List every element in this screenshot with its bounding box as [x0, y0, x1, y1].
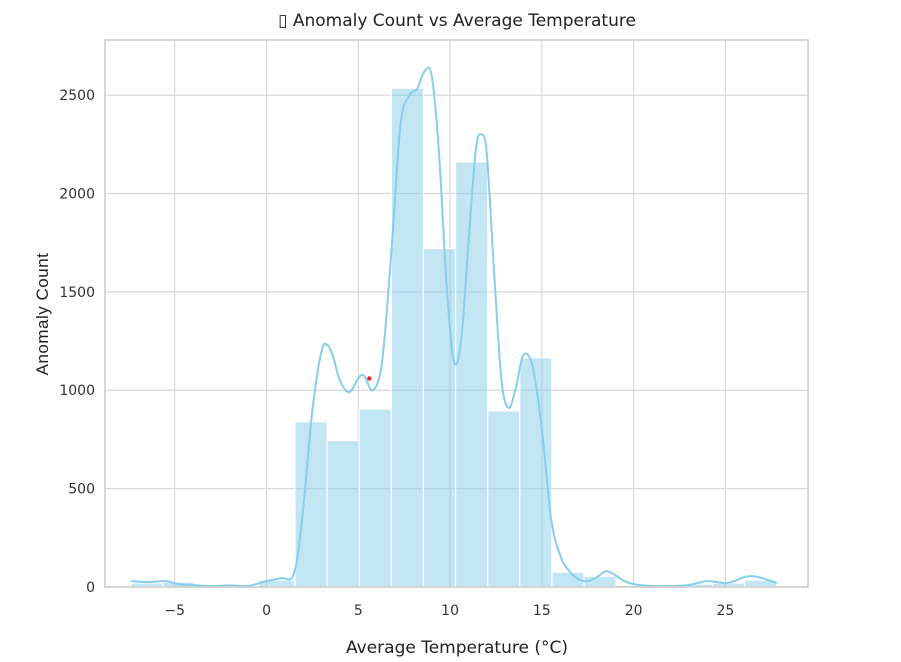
x-ticks: −5 0 5 10 15 20 25 [164, 603, 734, 619]
x-tick-label: 5 [354, 603, 363, 619]
y-tick-label: 2500 [59, 88, 95, 104]
histogram-bar [326, 439, 360, 588]
y-axis-label: Anomaly Count [33, 253, 52, 376]
y-ticks: 0 500 1000 1500 2000 2500 [59, 88, 95, 596]
histogram-bar [487, 410, 521, 588]
y-tick-label: 1500 [59, 285, 95, 301]
y-tick-label: 500 [68, 482, 95, 498]
kde-curve [130, 66, 778, 588]
plot-frame [104, 39, 809, 588]
x-tick-label: 20 [625, 603, 643, 619]
histogram-bar [454, 161, 489, 588]
x-tick-label: 0 [262, 603, 271, 619]
chart-title: ▯ Anomaly Count vs Average Temperature [278, 11, 636, 31]
histogram-bar [422, 247, 457, 588]
histogram-bar [294, 421, 328, 588]
highlight-marker [367, 376, 372, 381]
y-tick-label: 1000 [59, 383, 95, 399]
histogram-bar [390, 87, 425, 588]
histogram-bar [358, 408, 392, 588]
x-tick-label: 25 [716, 603, 734, 619]
y-tick-label: 0 [86, 580, 95, 596]
y-tick-label: 2000 [59, 186, 95, 202]
histogram-bars [130, 87, 778, 588]
x-tick-label: 10 [441, 603, 459, 619]
x-tick-label: −5 [164, 603, 185, 619]
x-axis-label: Average Temperature (°C) [346, 638, 568, 658]
x-tick-label: 15 [533, 603, 551, 619]
